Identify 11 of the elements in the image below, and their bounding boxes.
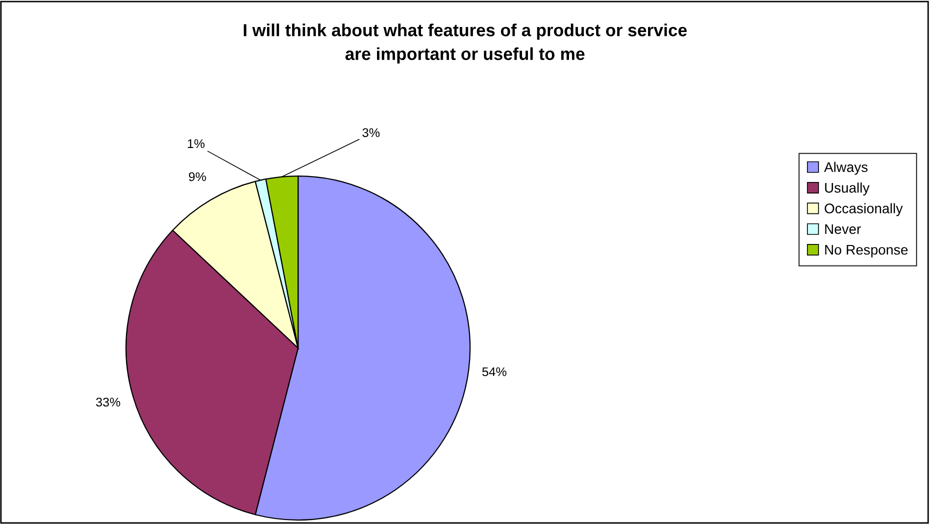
chart-title: I will think about what features of a product or service are important or useful to me bbox=[244, 24, 687, 64]
legend-label: Occasionally bbox=[824, 203, 903, 216]
data-label: 1% bbox=[188, 139, 205, 148]
data-label: 9% bbox=[188, 172, 206, 182]
data-label: 3% bbox=[362, 128, 380, 138]
legend-label: Never bbox=[825, 224, 861, 234]
legend-label: Usually bbox=[825, 182, 870, 196]
legend-label: Always bbox=[824, 162, 868, 175]
data-label: 54% bbox=[482, 367, 506, 376]
data-label: 33% bbox=[96, 398, 120, 407]
legend-label: No Response bbox=[825, 244, 908, 258]
